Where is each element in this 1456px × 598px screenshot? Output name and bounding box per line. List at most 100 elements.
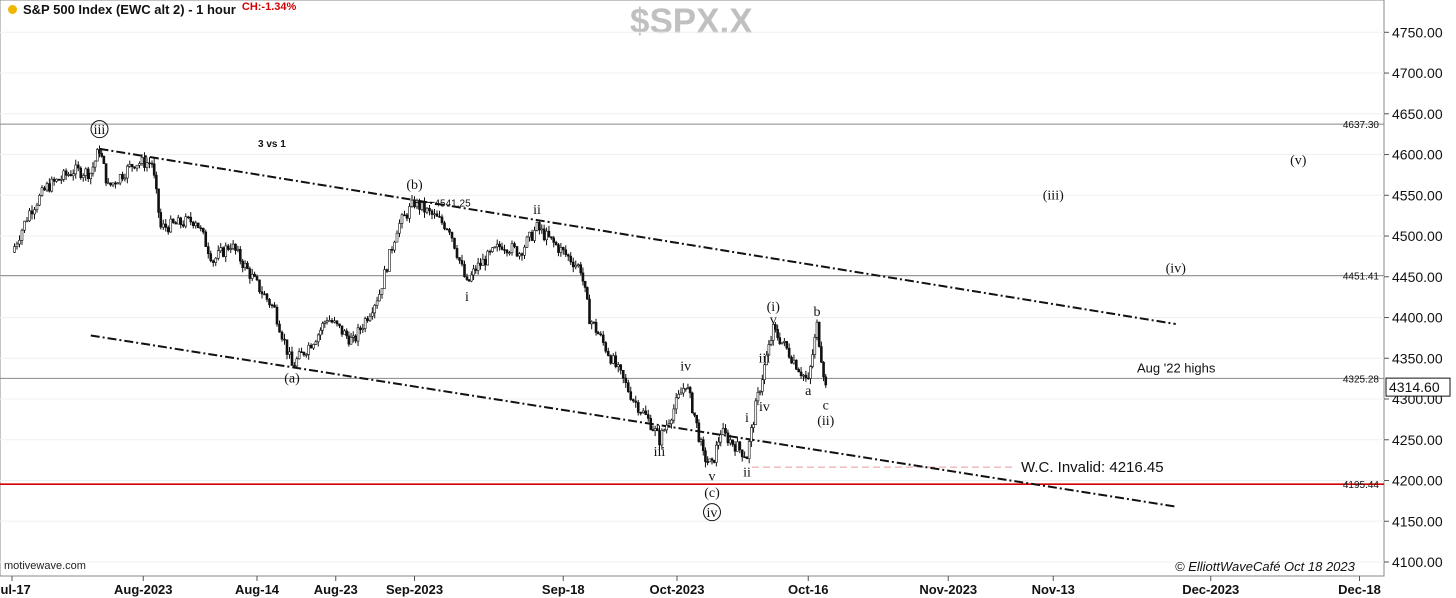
candle-body — [682, 388, 685, 394]
candle-body — [23, 220, 26, 231]
price-annotation-label: 4541.25 — [435, 198, 472, 209]
candle-body — [250, 273, 254, 279]
candle-body — [639, 412, 643, 414]
symbol-watermark: $SPX.X — [630, 2, 753, 41]
candle-body — [651, 429, 655, 431]
candle-body — [84, 168, 88, 176]
candle-body — [561, 247, 565, 251]
candle-body — [366, 318, 369, 321]
candle-body — [581, 272, 585, 282]
candle-body — [385, 269, 389, 272]
brand-watermark: motivewave.com — [4, 560, 86, 572]
y-axis-tick-label: 4400.00 — [1392, 310, 1443, 326]
candle-body — [674, 397, 678, 410]
candle-body — [667, 423, 671, 426]
candle-body — [290, 351, 294, 366]
candle-body — [583, 280, 587, 288]
candle-body — [285, 339, 289, 355]
candle-body — [774, 324, 777, 330]
candle-body — [295, 358, 299, 367]
candle-body — [470, 274, 473, 282]
candle-body — [123, 177, 127, 180]
candle-body — [325, 320, 329, 323]
candle-body — [453, 237, 456, 249]
candle-body — [785, 341, 789, 349]
candle-body — [323, 321, 327, 324]
candle-body — [771, 324, 775, 341]
candle-body — [799, 371, 803, 376]
candle-body — [79, 167, 83, 179]
wave-label: i — [745, 411, 749, 426]
candle-body — [538, 222, 541, 231]
candle-body — [588, 298, 591, 325]
candle-body — [368, 315, 372, 321]
candle-body — [688, 387, 692, 394]
candle-body — [601, 334, 605, 343]
candle-body — [48, 183, 51, 192]
candle-body — [619, 364, 623, 371]
candle-body — [474, 268, 478, 271]
candle-body — [69, 174, 73, 177]
candle-body — [508, 252, 511, 254]
candle-body — [450, 231, 454, 239]
candle-body — [359, 327, 362, 331]
wave-label: (c) — [704, 486, 720, 501]
candle-body — [179, 217, 183, 225]
candle-body — [260, 291, 264, 295]
candle-body — [145, 162, 149, 168]
candle-body — [717, 441, 720, 446]
candle-body — [686, 387, 690, 389]
x-axis-tick-label: Dec-2023 — [1182, 582, 1239, 597]
candle-body — [354, 335, 357, 342]
candle-body — [403, 214, 406, 217]
candle-body — [476, 262, 480, 271]
candle-body — [460, 260, 464, 265]
candle-body — [780, 341, 784, 344]
candle-body — [609, 355, 613, 364]
candle-body — [811, 354, 814, 367]
candle-body — [236, 248, 240, 251]
x-axis-tick-label: Sep-2023 — [386, 582, 443, 597]
candle-body — [500, 246, 504, 250]
candle-body — [649, 417, 653, 430]
candle-body — [425, 207, 429, 213]
candle-body — [349, 337, 353, 345]
x-axis-tick-label: Jul-17 — [0, 582, 31, 597]
y-axis-tick-label: 4200.00 — [1392, 473, 1443, 489]
y-axis-tick-label: 4600.00 — [1392, 147, 1443, 163]
candle-body — [241, 260, 244, 268]
candle-body — [815, 321, 819, 338]
candle-body — [747, 441, 751, 460]
wave-label: (iv) — [1166, 262, 1187, 277]
candle-body — [238, 248, 242, 262]
candle-body — [740, 449, 744, 458]
candle-body — [373, 304, 377, 314]
candle-body — [448, 229, 451, 233]
candle-body — [795, 359, 798, 370]
candle-body — [523, 246, 526, 256]
candle-body — [356, 327, 360, 342]
candle-body — [758, 391, 762, 393]
candle-body — [802, 374, 805, 377]
candle-body — [60, 179, 63, 181]
candle-body — [106, 182, 110, 185]
candle-body — [557, 244, 560, 253]
candle-body — [50, 178, 54, 192]
chart-title: S&P 500 Index (EWC alt 2) - 1 hour — [23, 2, 236, 17]
candle-body — [672, 408, 676, 421]
candle-body — [438, 216, 441, 218]
candle-body — [433, 213, 436, 216]
y-axis-tick-label: 4350.00 — [1392, 350, 1443, 366]
candle-body — [483, 258, 487, 266]
wave-label: v — [709, 470, 716, 485]
candle-body — [481, 258, 485, 266]
candle-body — [629, 391, 633, 400]
candle-body — [312, 344, 315, 349]
candle-body — [455, 248, 459, 258]
candle-body — [586, 287, 589, 300]
candle-body — [756, 392, 760, 402]
candle-body — [116, 182, 120, 185]
candle-body — [189, 216, 193, 223]
candle-body — [626, 382, 630, 392]
